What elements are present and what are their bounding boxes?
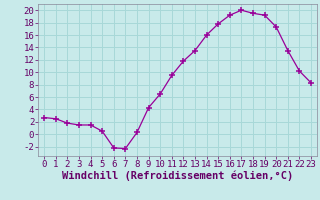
X-axis label: Windchill (Refroidissement éolien,°C): Windchill (Refroidissement éolien,°C) — [62, 171, 293, 181]
